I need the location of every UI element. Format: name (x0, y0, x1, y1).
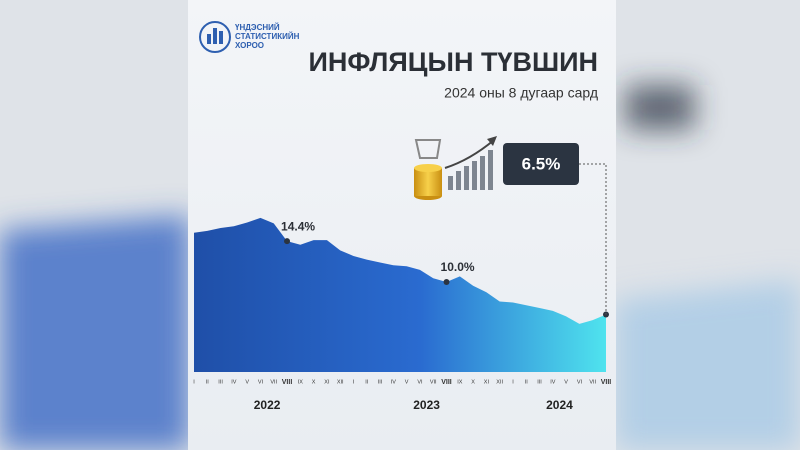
x-tick-label: II (206, 379, 210, 385)
x-tick-label: XII (496, 379, 503, 385)
title: ИНФЛЯЦЫН ТҮВШИН (309, 47, 598, 77)
x-tick-label: X (312, 379, 316, 385)
x-tick-label: X (471, 379, 475, 385)
x-tick-label: III (218, 379, 223, 385)
logo-line: ҮНДЭСНИЙ (235, 23, 280, 32)
x-tick-label: VII (589, 379, 596, 385)
point (284, 238, 291, 245)
x-tick-label: VIII (282, 379, 293, 386)
x-tick-label: I (512, 379, 514, 385)
x-tick-label: XII (337, 379, 344, 385)
year-label: 2022 (254, 398, 281, 412)
logo-text: ҮНДЭСНИЙ СТАТИСТИКИЙН ХОРОО (235, 23, 300, 50)
callout-box (503, 143, 579, 185)
point (443, 279, 450, 285)
x-tick-label: IV (391, 379, 397, 385)
x-tick-label: IV (231, 379, 237, 385)
x-tick-label: IV (550, 379, 556, 385)
x-tick-label: VIII (441, 379, 452, 386)
x-tick-label: VI (258, 379, 264, 385)
x-tick-label: II (365, 379, 369, 385)
year-label: 2024 (546, 398, 573, 412)
x-tick-label: VIII (601, 379, 612, 386)
value-label: 10.0% (441, 260, 475, 274)
x-tick-label: V (245, 379, 249, 385)
x-tick-label: VII (270, 379, 277, 385)
icon (414, 136, 497, 200)
value-label: 6.5% (522, 154, 561, 173)
x-tick-label: VII (430, 379, 437, 385)
logo-line: ХОРОО (235, 41, 264, 50)
x-tick-label: IX (457, 379, 463, 385)
x-tick-label: XI (484, 379, 490, 385)
value-label: 14.4% (281, 219, 315, 233)
logo (199, 21, 231, 53)
x-tick-label: V (564, 379, 568, 385)
x-tick-label: II (525, 379, 529, 385)
x-tick-label: VI (577, 379, 583, 385)
year-label: 2023 (413, 398, 440, 412)
x-tick-label: I (193, 379, 195, 385)
x-tick-label: V (405, 379, 409, 385)
x-tick-label: VI (417, 379, 423, 385)
x-tick-label: XI (324, 379, 330, 385)
subtitle: 2024 оны 8 дугаар сард (444, 85, 598, 101)
background-blur (0, 85, 800, 450)
area (194, 217, 606, 372)
logo-line: СТАТИСТИКИЙН (235, 32, 300, 41)
x-tick-label: III (537, 379, 542, 385)
x-tick-label: III (378, 379, 383, 385)
leader-line (579, 163, 607, 315)
x-tick-label: I (353, 379, 355, 385)
x-tick-label: IX (298, 379, 304, 385)
